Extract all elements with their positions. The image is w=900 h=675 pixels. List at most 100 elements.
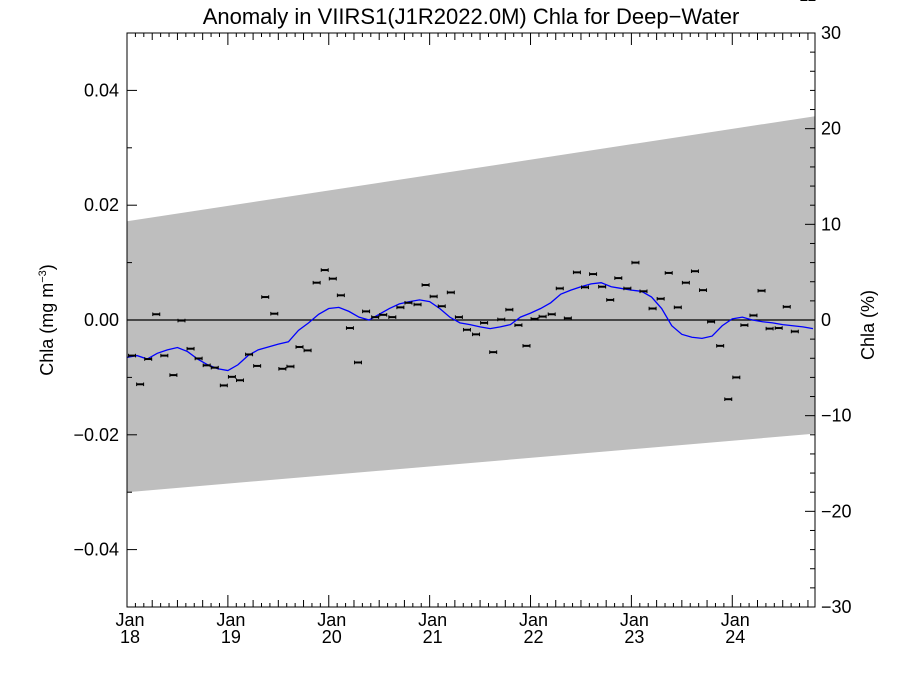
x-tick-year-label: 23: [624, 627, 644, 647]
chart-title: Anomaly in VIIRS1(J1R2022.0M) Chla for D…: [203, 4, 740, 29]
data-point: [210, 365, 219, 370]
right-tick-label: 10: [821, 214, 841, 234]
x-tick-month-label: Jan: [620, 610, 649, 630]
x-tick-month-label: Jan: [721, 610, 750, 630]
data-points: [128, 0, 816, 402]
data-point: [699, 288, 708, 292]
data-point: [664, 271, 673, 275]
x-tick-year-label: 19: [221, 627, 241, 647]
x-tick-year-label: 22: [524, 627, 544, 647]
data-point: [261, 295, 270, 299]
data-point: [631, 260, 640, 265]
data-point: [732, 375, 741, 380]
left-tick-label: −0.04: [73, 540, 119, 560]
data-point: [724, 397, 733, 402]
data-point: [245, 352, 254, 357]
right-tick-label: 20: [821, 119, 841, 139]
data-point: [270, 311, 279, 316]
data-point: [404, 300, 413, 305]
data-point: [656, 296, 665, 301]
data-point: [303, 348, 312, 353]
left-y-axis-title-main: Chla (mg m: [37, 283, 57, 376]
right-tick-label: 30: [821, 23, 841, 43]
plot-frame: [126, 32, 816, 608]
left-y-axis-title: Chla (mg m−3): [37, 264, 57, 376]
data-point: [144, 357, 153, 361]
data-point: [320, 268, 329, 272]
data-point: [227, 375, 236, 379]
data-point: [472, 332, 481, 337]
data-point: [278, 366, 287, 371]
data-point: [169, 373, 178, 377]
data-point: [563, 316, 572, 321]
data-point: [716, 344, 725, 348]
x-tick-year-label: 24: [725, 627, 745, 647]
data-point: [606, 298, 615, 302]
data-point: [639, 289, 648, 294]
data-point: [774, 326, 783, 330]
right-y-axis: 30 20 10 0 −10 −20 −30: [805, 23, 852, 617]
data-point: [598, 284, 607, 289]
data-point: [489, 350, 498, 354]
data-point: [219, 383, 228, 388]
data-point: [128, 353, 137, 358]
data-point: [194, 356, 203, 361]
left-y-axis-title-end: ): [37, 264, 57, 270]
data-point: [749, 313, 758, 318]
data-point: [152, 312, 161, 317]
data-point: [707, 319, 716, 324]
x-tick-month-label: Jan: [115, 610, 144, 630]
data-point: [740, 323, 749, 327]
left-tick-label: −0.02: [73, 425, 119, 445]
data-point: [614, 276, 623, 280]
data-point: [538, 314, 547, 319]
data-point: [379, 313, 388, 317]
data-point: [345, 326, 354, 330]
right-y-axis-title: Chla (%): [858, 290, 878, 360]
data-point: [413, 302, 422, 307]
right-tick-label: 0: [821, 310, 831, 330]
left-y-axis: 0.04 0.02 0.00 −0.02 −0.04: [73, 32, 137, 608]
data-point: [782, 304, 791, 309]
data-point: [136, 382, 145, 387]
data-point: [648, 306, 657, 311]
data-point: [681, 280, 690, 285]
left-tick-label: 0.02: [84, 195, 119, 215]
data-point: [462, 327, 471, 332]
x-tick-month-label: Jan: [317, 610, 346, 630]
data-point: [362, 309, 371, 314]
data-point: [454, 315, 463, 319]
data-point: [690, 269, 699, 274]
x-tick-year-label: 18: [120, 627, 140, 647]
tolerance-band: [127, 116, 815, 493]
data-point: [421, 283, 430, 287]
data-point: [765, 326, 774, 331]
data-point: [673, 305, 682, 310]
left-tick-label: 0.04: [84, 80, 119, 100]
right-tick-label: −10: [821, 406, 852, 426]
x-tick-month-label: Jan: [519, 610, 548, 630]
data-point: [555, 286, 564, 291]
left-y-axis-title-sup: −3: [37, 270, 49, 283]
data-point: [202, 363, 211, 368]
data-point: [396, 305, 405, 310]
data-point: [589, 272, 598, 276]
data-point: [186, 346, 195, 351]
left-tick-label: 0.00: [84, 310, 119, 330]
data-point: [371, 315, 380, 319]
x-tick-year-label: 21: [423, 627, 443, 647]
x-tick-year-label: 20: [322, 627, 342, 647]
data-point: [286, 364, 295, 369]
data-point: [790, 329, 799, 334]
data-point: [497, 317, 506, 322]
data-point: [572, 270, 581, 275]
data-point: [328, 276, 337, 281]
chart-area: [126, 0, 816, 493]
data-point: [437, 304, 446, 309]
data-point: [295, 345, 304, 349]
data-point: [480, 321, 489, 325]
data-point: [505, 307, 514, 312]
data-point: [336, 293, 345, 298]
